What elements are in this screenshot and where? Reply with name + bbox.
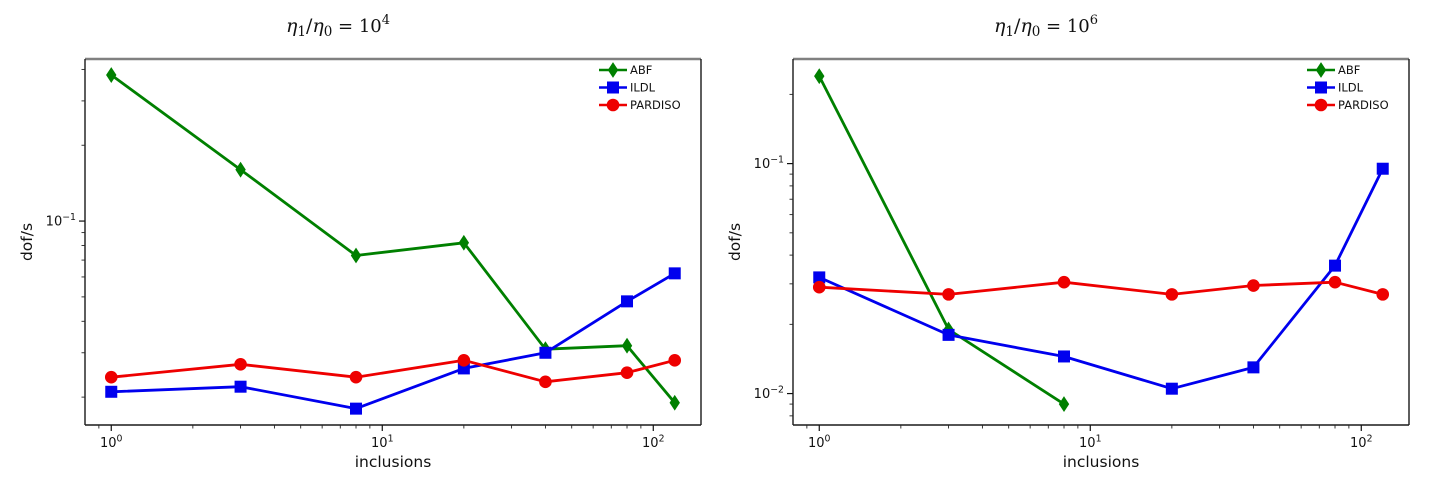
marker-ILDL [1247, 361, 1260, 374]
series-ABF [814, 68, 1070, 413]
series-PARDISO [104, 354, 682, 389]
marker-ILDL [539, 346, 552, 359]
legend-item-PARDISO: PARDISO [1307, 98, 1389, 112]
series-line-PARDISO [819, 280, 1384, 296]
marker-PARDISO [457, 354, 471, 367]
legend-label-PARDISO: PARDISO [630, 98, 681, 112]
y-tick-label: 10−1 [754, 155, 784, 172]
marker-PARDISO [812, 280, 826, 294]
chart-eta-ratio-1e4: 100 101 102 inclusions 10−1 dof/s ABF ILDL PARDI… [18, 13, 702, 471]
series-line-ABF [818, 75, 1065, 406]
marker-ILDL [105, 385, 118, 398]
marker-PARDISO [349, 370, 363, 384]
series-ILDL [105, 267, 681, 415]
marker-ILDL [621, 295, 634, 308]
legend-marker-ABF [607, 62, 619, 78]
marker-PARDISO [620, 366, 634, 380]
marker-ILDL [1165, 382, 1178, 395]
legend: ABF ILDL PARDISO [599, 62, 681, 112]
marker-PARDISO [1328, 275, 1342, 289]
legend-marker-ABF [1315, 62, 1327, 78]
legend-label-PARDISO: PARDISO [1338, 98, 1389, 112]
marker-ABF [106, 67, 117, 83]
marker-PARDISO [668, 354, 682, 367]
marker-ABF [458, 234, 470, 251]
legend-label-ABF: ABF [1338, 63, 1360, 77]
legend-label-ILDL: ILDL [630, 81, 656, 95]
legend-marker-PARDISO [606, 98, 620, 112]
chart-title: η1/η0 = 106 [994, 13, 1098, 40]
legend-item-ABF: ABF [1307, 62, 1360, 78]
marker-ILDL [1329, 259, 1342, 272]
x-axis-title: inclusions [1063, 453, 1140, 471]
chart-title: η1/η0 = 104 [286, 13, 390, 40]
legend-marker-PARDISO [1314, 98, 1328, 112]
legend-item-ILDL: ILDL [1307, 81, 1364, 95]
marker-PARDISO [104, 370, 118, 384]
plot-frame [792, 57, 1410, 426]
legend-item-ABF: ABF [599, 62, 652, 78]
marker-PARDISO [1247, 279, 1260, 292]
marker-PARDISO [539, 375, 552, 389]
x-tick-label: 100 [100, 434, 123, 451]
legend-label-ILDL: ILDL [1338, 81, 1364, 95]
marker-ILDL [234, 380, 247, 393]
x-axis-title: inclusions [355, 453, 432, 471]
series-line-PARDISO [111, 358, 676, 384]
y-axis-title: dof/s [726, 223, 744, 261]
marker-ABF [669, 394, 680, 411]
marker-PARDISO [1165, 288, 1179, 301]
x-axis: 100 101 102 inclusions [806, 425, 1373, 471]
legend-label-ABF: ABF [630, 63, 652, 77]
marker-PARDISO [942, 288, 955, 301]
x-tick-label: 102 [1350, 434, 1373, 451]
marker-PARDISO [234, 357, 247, 371]
x-tick-label: 102 [642, 434, 665, 451]
marker-ABF [350, 247, 362, 264]
legend-marker-ILDL [607, 81, 619, 94]
series-line-ABF [110, 73, 676, 404]
y-axis: 10−1 dof/s [18, 68, 85, 398]
marker-ILDL [350, 402, 363, 415]
chart-eta-ratio-1e6: 100 101 102 inclusions 10−1 10−2 dof/s ABF ILDL P… [726, 13, 1410, 471]
marker-ABF [814, 68, 825, 85]
y-tick-label: 10−2 [754, 385, 784, 402]
marker-ILDL [1376, 162, 1389, 175]
series-ILDL [813, 162, 1389, 395]
x-tick-label: 100 [808, 434, 831, 451]
legend-marker-ILDL [1315, 81, 1327, 94]
series-ABF [106, 67, 680, 411]
marker-ILDL [668, 267, 681, 280]
marker-ILDL [942, 328, 955, 341]
marker-ABF [621, 337, 633, 354]
series-line-ILDL [818, 168, 1384, 391]
legend-item-ILDL: ILDL [599, 81, 656, 95]
x-tick-label: 101 [1079, 434, 1102, 451]
legend-item-PARDISO: PARDISO [599, 98, 681, 112]
plot-frame [84, 57, 702, 426]
series-PARDISO [812, 275, 1390, 301]
legend: ABF ILDL PARDISO [1307, 62, 1389, 112]
marker-PARDISO [1057, 275, 1071, 289]
marker-ILDL [1058, 350, 1071, 363]
x-axis: 100 101 102 inclusions [98, 425, 665, 471]
y-tick-label: 10−1 [46, 212, 76, 229]
marker-ABF [1058, 396, 1070, 413]
marker-ABF [235, 161, 246, 178]
y-axis-title: dof/s [18, 223, 36, 261]
y-axis: 10−1 10−2 dof/s [726, 93, 793, 417]
series-line-ILDL [111, 272, 676, 411]
marker-PARDISO [1376, 288, 1390, 301]
x-tick-label: 101 [371, 434, 394, 451]
